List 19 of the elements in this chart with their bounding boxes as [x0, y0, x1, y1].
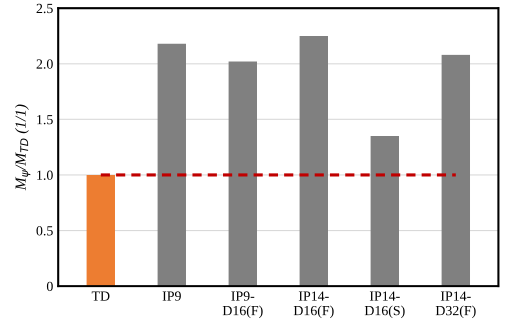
y-tick-label: 0.5	[36, 226, 53, 236]
bar	[442, 54, 470, 286]
bar	[300, 36, 328, 286]
bar	[86, 174, 115, 286]
bar	[370, 136, 400, 286]
y-tick-label: 1.5	[37, 115, 53, 124]
x-tick-label: IP14- D16(S)	[364, 291, 405, 318]
x-tick-label: IP14- D32(F)	[436, 291, 476, 318]
y-tick-label: 0	[46, 282, 53, 292]
y-tick-label: 1.0	[37, 170, 53, 180]
bar	[158, 44, 186, 286]
x-tick-label: IP9- D16(F)	[222, 291, 263, 318]
y-axis-title: M$_{ψ}$/M$_{TD}$ (1/1)	[14, 104, 30, 190]
x-tick-label: IP14- D16(F)	[294, 291, 334, 318]
x-tick-label: IP9	[162, 291, 181, 301]
y-tick-label: 2.0	[36, 59, 53, 69]
y-tick-label: 2.5	[36, 4, 53, 14]
bar	[228, 62, 257, 286]
x-tick-label: TD	[92, 292, 110, 301]
